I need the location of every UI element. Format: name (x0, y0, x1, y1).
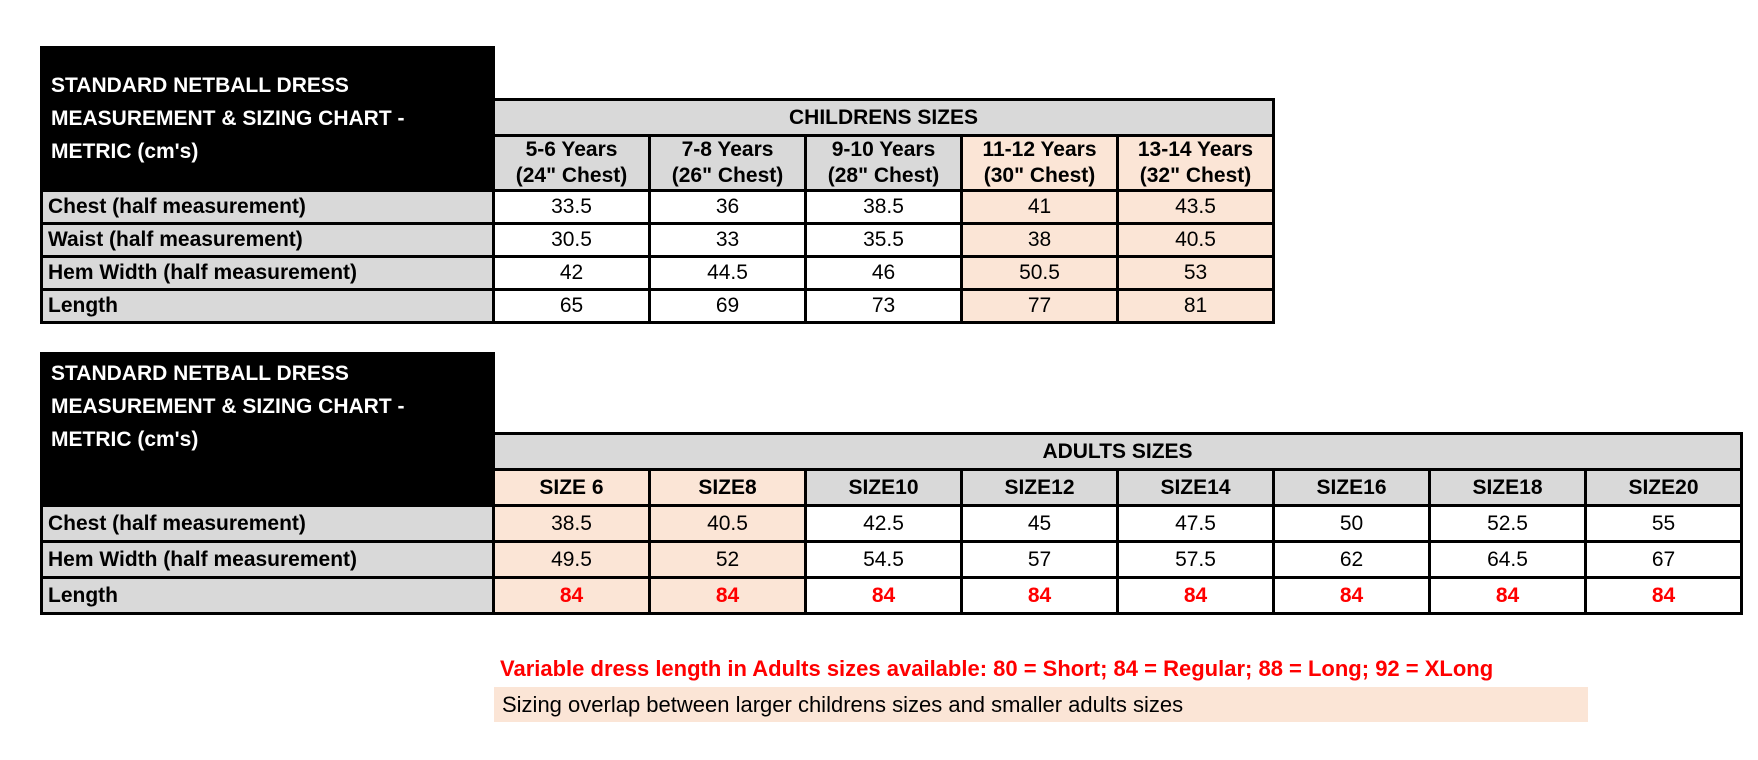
table-title-line: MEASUREMENT & SIZING CHART - (51, 107, 405, 130)
value-cell: 57 (960, 540, 1119, 579)
column-header: SIZE18 (1428, 468, 1587, 507)
value-cell: 57.5 (1116, 540, 1275, 579)
group-header: CHILDRENS SIZES (492, 98, 1275, 137)
column-header-line: 9-10 Years (831, 138, 936, 162)
table-title: STANDARD NETBALL DRESS MEASUREMENT & SIZI… (40, 352, 495, 507)
table-title-line: STANDARD NETBALL DRESS (51, 74, 349, 97)
value-cell: 50 (1272, 504, 1431, 543)
value-cell: 30.5 (492, 222, 651, 258)
table-row: Length 84 84 84 84 84 84 84 84 (40, 576, 1743, 615)
value-cell: 52 (648, 540, 807, 579)
note-sizing-overlap: Sizing overlap between larger childrens … (494, 687, 1588, 722)
value-cell: 54.5 (804, 540, 963, 579)
value-cell: 49.5 (492, 540, 651, 579)
column-header: SIZE12 (960, 468, 1119, 507)
value-cell: 40.5 (1116, 222, 1275, 258)
value-cell: 84 (1584, 576, 1743, 615)
value-cell: 42.5 (804, 504, 963, 543)
spacer-cell (494, 354, 1742, 434)
value-cell: 84 (648, 576, 807, 615)
value-cell: 77 (960, 288, 1119, 324)
value-cell: 33 (648, 222, 807, 258)
column-header-line: (30" Chest) (983, 164, 1096, 187)
table-row: Waist (half measurement) 30.5 33 35.5 38 40.5 (40, 222, 1275, 258)
value-cell: 38 (960, 222, 1119, 258)
value-cell: 84 (1116, 576, 1275, 615)
value-cell: 41 (960, 189, 1119, 225)
group-header: ADULTS SIZES (492, 432, 1743, 471)
value-cell: 84 (492, 576, 651, 615)
value-cell: 73 (804, 288, 963, 324)
value-cell: 46 (804, 255, 963, 291)
value-cell: 47.5 (1116, 504, 1275, 543)
value-cell: 84 (804, 576, 963, 615)
column-header-line: 13-14 Years (1137, 138, 1254, 162)
value-cell: 36 (648, 189, 807, 225)
value-cell: 65 (492, 288, 651, 324)
row-label: Hem Width (half measurement) (40, 255, 495, 291)
spacer-cell (494, 48, 1274, 100)
column-header: 5-6 Years (24" Chest) (492, 134, 651, 192)
value-cell: 38.5 (492, 504, 651, 543)
value-cell: 50.5 (960, 255, 1119, 291)
column-header-line: 7-8 Years (681, 138, 774, 162)
value-cell: 44.5 (648, 255, 807, 291)
value-cell: 84 (1428, 576, 1587, 615)
adults-size-table: STANDARD NETBALL DRESS MEASUREMENT & SIZI… (40, 352, 1743, 615)
table-row: Hem Width (half measurement) 49.5 52 54.5 57… (40, 540, 1743, 579)
row-label: Chest (half measurement) (40, 189, 495, 225)
column-header: SIZE10 (804, 468, 963, 507)
column-header: 13-14 Years (32" Chest) (1116, 134, 1275, 192)
table-title-line: METRIC (cm's) (51, 428, 199, 451)
table-title-line: STANDARD NETBALL DRESS (51, 362, 349, 385)
column-header-line: 5-6 Years (525, 138, 618, 162)
value-cell: 38.5 (804, 189, 963, 225)
value-cell: 45 (960, 504, 1119, 543)
value-cell: 33.5 (492, 189, 651, 225)
table-row: Chest (half measurement) 38.5 40.5 42.5 45 47… (40, 504, 1743, 543)
table-title: STANDARD NETBALL DRESS MEASUREMENT & SIZI… (40, 46, 495, 192)
value-cell: 35.5 (804, 222, 963, 258)
value-cell: 62 (1272, 540, 1431, 579)
table-row: Chest (half measurement) 33.5 36 38.5 41 43.5 (40, 189, 1275, 225)
value-cell: 43.5 (1116, 189, 1275, 225)
column-header: SIZE14 (1116, 468, 1275, 507)
table-title-line: METRIC (cm's) (51, 140, 199, 163)
value-cell: 84 (1272, 576, 1431, 615)
column-header: SIZE8 (648, 468, 807, 507)
table-title-line: MEASUREMENT & SIZING CHART - (51, 395, 405, 418)
row-label: Length (40, 576, 495, 615)
note-variable-length: Variable dress length in Adults sizes av… (500, 656, 1494, 681)
value-cell: 69 (648, 288, 807, 324)
value-cell: 81 (1116, 288, 1275, 324)
value-cell: 53 (1116, 255, 1275, 291)
value-cell: 40.5 (648, 504, 807, 543)
column-header: SIZE16 (1272, 468, 1431, 507)
value-cell: 64.5 (1428, 540, 1587, 579)
column-header-line: (24" Chest) (515, 164, 628, 187)
column-header-line: (28" Chest) (827, 164, 940, 187)
column-header: 7-8 Years (26" Chest) (648, 134, 807, 192)
row-label: Length (40, 288, 495, 324)
column-header-line: 11-12 Years (982, 138, 1097, 162)
value-cell: 84 (960, 576, 1119, 615)
row-label: Chest (half measurement) (40, 504, 495, 543)
value-cell: 67 (1584, 540, 1743, 579)
column-header: 9-10 Years (28" Chest) (804, 134, 963, 192)
value-cell: 42 (492, 255, 651, 291)
column-header-line: (32" Chest) (1139, 164, 1252, 187)
value-cell: 55 (1584, 504, 1743, 543)
column-header: SIZE 6 (492, 468, 651, 507)
table-row: Length 65 69 73 77 81 (40, 288, 1275, 324)
value-cell: 52.5 (1428, 504, 1587, 543)
column-header: 11-12 Years (30" Chest) (960, 134, 1119, 192)
row-label: Hem Width (half measurement) (40, 540, 495, 579)
column-header-line: (26" Chest) (671, 164, 784, 187)
childrens-size-table: STANDARD NETBALL DRESS MEASUREMENT & SIZI… (40, 46, 1275, 324)
column-header: SIZE20 (1584, 468, 1743, 507)
row-label: Waist (half measurement) (40, 222, 495, 258)
table-row: Hem Width (half measurement) 42 44.5 46 50.5… (40, 255, 1275, 291)
